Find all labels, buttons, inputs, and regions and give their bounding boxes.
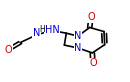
Text: N: N (74, 43, 82, 53)
Text: O: O (5, 45, 12, 55)
Text: H: H (39, 25, 45, 34)
Text: N: N (33, 28, 40, 38)
Text: N: N (74, 31, 82, 41)
Text: HN: HN (45, 25, 59, 35)
Text: O: O (87, 12, 95, 22)
Text: O: O (89, 58, 97, 68)
